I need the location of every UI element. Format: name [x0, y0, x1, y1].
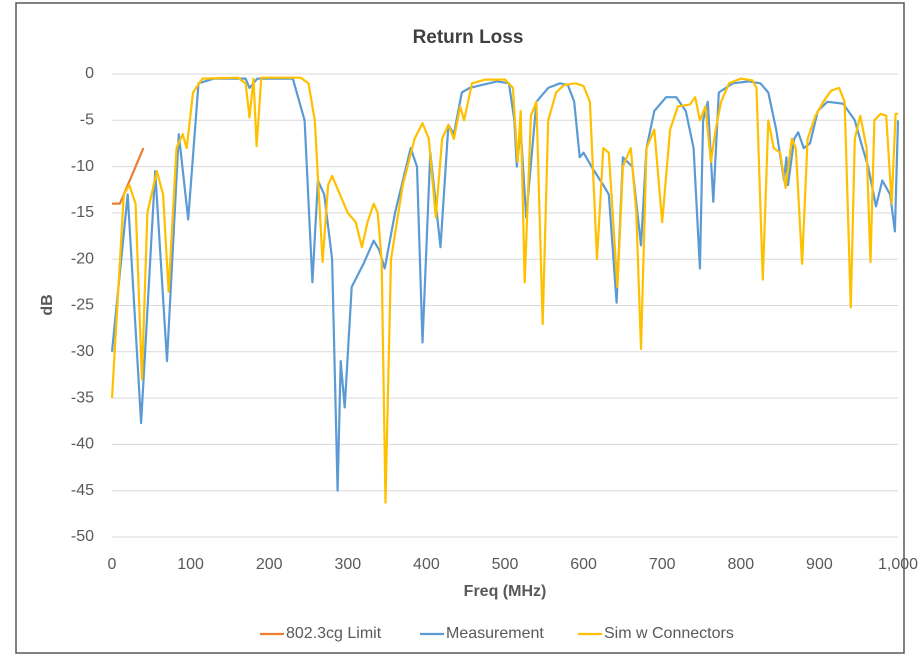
x-tick-label: 700 [649, 556, 676, 573]
y-tick-label: -35 [71, 389, 94, 406]
y-tick-label: -5 [80, 112, 94, 129]
x-tick-label: 600 [570, 556, 597, 573]
x-tick-label: 900 [806, 556, 833, 573]
series-line [112, 147, 145, 205]
y-tick-label: 0 [85, 65, 94, 82]
x-tick-label: 400 [413, 556, 440, 573]
y-tick-label: -30 [71, 343, 94, 360]
y-tick-label: -25 [71, 297, 94, 314]
y-tick-label: -10 [71, 158, 94, 175]
y-tick-label: -20 [71, 250, 94, 267]
y-tick-label: -45 [71, 482, 94, 499]
y-tick-label: -40 [71, 436, 94, 453]
y-tick-label: -50 [71, 528, 94, 545]
x-tick-label: 1,000 [878, 556, 918, 573]
x-tick-label: 200 [256, 556, 283, 573]
legend-label: 802.3cg Limit [286, 625, 382, 642]
chart-title: Return Loss [413, 27, 524, 48]
series-line [110, 76, 898, 504]
legend-label: Measurement [446, 625, 544, 642]
y-tick-label: -15 [71, 204, 94, 221]
legend-label: Sim w Connectors [604, 625, 734, 642]
x-tick-label: 100 [177, 556, 204, 573]
x-tick-label: 0 [108, 556, 117, 573]
x-tick-label: 300 [334, 556, 361, 573]
x-tick-label: 800 [727, 556, 754, 573]
x-axis-label: Freq (MHz) [464, 583, 547, 600]
x-tick-label: 500 [492, 556, 519, 573]
y-axis-label: dB [39, 294, 56, 315]
